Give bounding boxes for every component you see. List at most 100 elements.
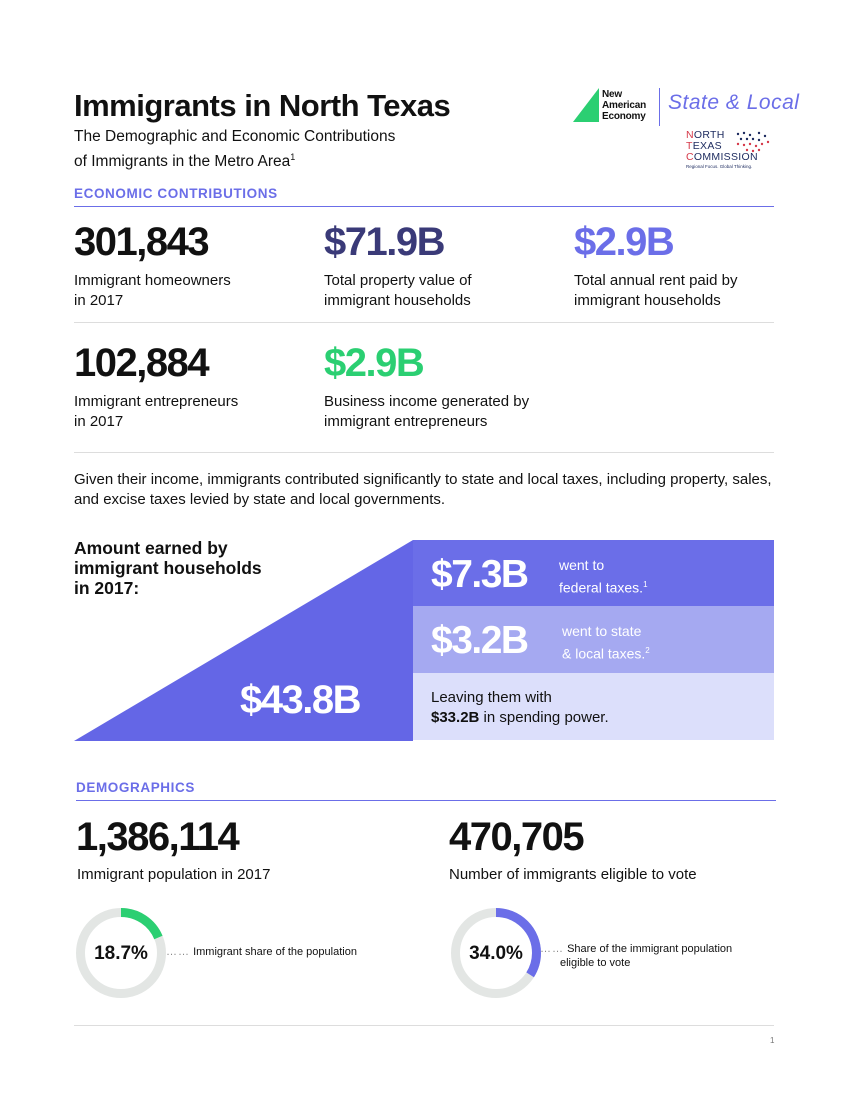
stat-label: Immigrant entrepreneurs in 2017 (74, 392, 238, 432)
subtitle-footnote: 1 (290, 152, 296, 162)
spending-power-line-1: Leaving them with (431, 689, 552, 706)
economic-heading-rule (74, 206, 774, 207)
state-taxes-text: went to state & local taxes.2 (562, 622, 650, 664)
stat-annual-rent: $2.9B Total annual rent paid by immigran… (574, 220, 737, 311)
state-taxes-value: $3.2B (431, 619, 529, 662)
nae-line-2: American (602, 100, 646, 111)
ntc-word-texas: EXAS (692, 140, 722, 152)
immigrant-population-value: 1,386,114 (76, 815, 240, 859)
stat-label-line-1: Total annual rent paid by (574, 272, 738, 289)
state-taxes-text-line-2-text: & local taxes. (562, 645, 646, 662)
subtitle-line-1: The Demographic and Economic Contributio… (74, 128, 396, 145)
population-share-value: 18.7% (94, 943, 148, 964)
nae-line-3: Economy (602, 111, 646, 122)
earnings-triangle (74, 540, 413, 741)
ntc-line-3: COMMISSION (686, 152, 772, 163)
stat-value: 102,884 (74, 341, 210, 385)
nae-line-1: New (602, 89, 622, 100)
spending-power-amount: $33.2B (431, 709, 480, 726)
tax-contribution-paragraph: Given their income, immigrants contribut… (74, 471, 772, 508)
state-taxes-text-line-1: went to state (562, 623, 642, 639)
voter-share-ring (451, 908, 541, 998)
subtitle-line-2-text: of Immigrants in the Metro Area (74, 153, 291, 171)
earnings-label-line-3: in 2017: (74, 578, 140, 598)
leader-dots: …… (540, 943, 564, 955)
voter-share-value: 34.0% (469, 943, 523, 964)
stat-value: $2.9B (574, 220, 675, 264)
ntc-tagline: Regional Focus. Global Thinking. (686, 164, 753, 169)
stat-label: Immigrant homeowners in 2017 (74, 271, 231, 311)
demographics-heading-rule (76, 800, 776, 801)
stat-value: 301,843 (74, 220, 210, 264)
logo-divider (659, 88, 660, 126)
stat-value: $2.9B (324, 341, 425, 385)
stat-label-line-2: immigrant households (324, 292, 471, 309)
state-footnote: 2 (645, 646, 650, 655)
stats-divider-2 (74, 452, 774, 453)
stat-label-line-2: in 2017 (74, 413, 124, 430)
federal-taxes-text: went to federal taxes.1 (559, 556, 648, 598)
leader-dots: …… (166, 946, 190, 958)
eligible-voters-value: 470,705 (449, 815, 585, 859)
state-taxes-text-line-2: & local taxes.2 (562, 641, 650, 664)
new-american-economy-logo-icon (573, 88, 599, 122)
federal-taxes-text-line-2: federal taxes.1 (559, 575, 648, 598)
earnings-label-line-2: immigrant households (74, 558, 262, 578)
earnings-label: Amount earned by immigrant households in… (74, 538, 262, 598)
stat-label-line-1: Business income generated by (324, 393, 530, 410)
federal-footnote: 1 (643, 580, 648, 589)
ring-progress-arc (76, 908, 166, 998)
spending-power-line-2: $33.2B in spending power. (431, 708, 609, 728)
stat-label-line-2: immigrant households (574, 292, 721, 309)
stat-label: Business income generated by immigrant e… (324, 392, 529, 432)
stat-value: $71.9B (324, 220, 445, 264)
stats-divider-1 (74, 322, 774, 323)
new-american-economy-logo-text: New American Economy (602, 89, 646, 122)
ntc-line-1: NORTH (686, 130, 772, 141)
federal-taxes-text-line-1: went to (559, 557, 605, 573)
voter-share-desc-text-1: Share of the immigrant population (567, 943, 733, 955)
earnings-label-line-1: Amount earned by (74, 538, 228, 558)
stat-label-line-1: Total property value of (324, 272, 472, 289)
voter-share-desc-line-1: …… Share of the immigrant population (540, 942, 732, 956)
ntc-initial-n: N (686, 129, 694, 141)
stat-immigrant-homeowners: 301,843 Immigrant homeowners in 2017 (74, 220, 231, 311)
population-share-desc-text: Immigrant share of the population (193, 946, 357, 958)
stat-label-line-2: in 2017 (74, 292, 124, 309)
stat-business-income: $2.9B Business income generated by immig… (324, 341, 529, 432)
ntc-initial-t: T (686, 140, 693, 152)
stat-label-line-2: immigrant entrepreneurs (324, 413, 488, 430)
spending-power-rest: in spending power. (479, 709, 609, 726)
subtitle-line-2: of Immigrants in the Metro Area1 (74, 147, 395, 172)
stat-label-line-1: Immigrant homeowners (74, 272, 231, 289)
state-local-taxes-box: $3.2B went to state & local taxes.2 (413, 606, 774, 673)
economic-contributions-heading: ECONOMIC CONTRIBUTIONS (74, 186, 278, 201)
ntc-word-commission: OMMISSION (693, 151, 758, 163)
page-number: 1 (770, 1036, 775, 1045)
voter-share-description: …… Share of the immigrant population eli… (540, 942, 732, 970)
page-subtitle: The Demographic and Economic Contributio… (74, 126, 395, 172)
eligible-voters-label: Number of immigrants eligible to vote (449, 866, 697, 883)
earnings-total-value: $43.8B (240, 678, 361, 722)
ntc-line-2: TEXAS (686, 141, 772, 152)
page-title: Immigrants in North Texas (74, 88, 451, 123)
footer-rule (74, 1025, 774, 1026)
north-texas-commission-logo: NORTH TEXAS COMMISSION Regional Focus. G… (686, 130, 772, 182)
stat-property-value: $71.9B Total property value of immigrant… (324, 220, 472, 311)
spending-power-text: Leaving them with $33.2B in spending pow… (431, 688, 609, 728)
ring-progress-arc (451, 908, 541, 998)
federal-taxes-value: $7.3B (431, 553, 529, 596)
federal-taxes-box: $7.3B went to federal taxes.1 (413, 540, 774, 606)
state-local-logo: State & Local (668, 91, 800, 114)
spending-power-box: Leaving them with $33.2B in spending pow… (413, 673, 774, 740)
stat-label: Total property value of immigrant househ… (324, 271, 472, 311)
stat-label-line-1: Immigrant entrepreneurs (74, 393, 239, 410)
voter-share-desc-line-2: eligible to vote (560, 957, 631, 969)
ntc-word-north: ORTH (693, 129, 725, 141)
immigrant-population-label: Immigrant population in 2017 (77, 866, 271, 883)
demographics-heading: DEMOGRAPHICS (76, 780, 195, 795)
federal-taxes-text-line-2-text: federal taxes. (559, 579, 644, 596)
ntc-star-dots-icon (736, 131, 770, 153)
population-share-ring (76, 908, 166, 998)
ntc-initial-c: C (686, 151, 694, 163)
